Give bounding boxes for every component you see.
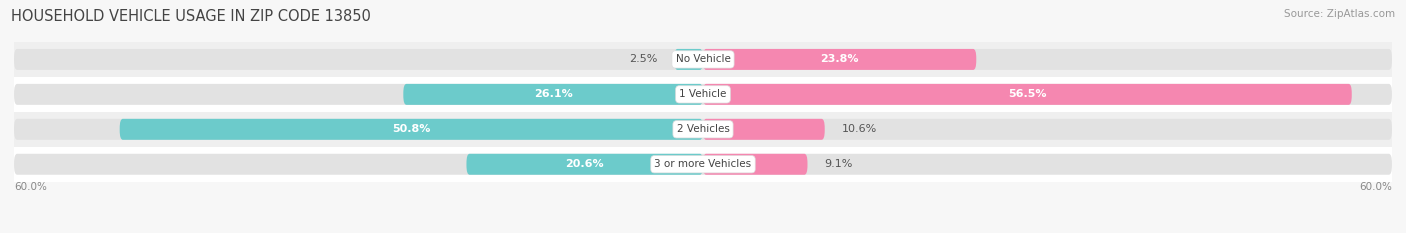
Bar <box>14 147 1392 182</box>
FancyBboxPatch shape <box>467 154 703 175</box>
Text: 2 Vehicles: 2 Vehicles <box>676 124 730 134</box>
Text: 10.6%: 10.6% <box>842 124 877 134</box>
FancyBboxPatch shape <box>14 119 1392 140</box>
Bar <box>14 42 1392 77</box>
Text: 56.5%: 56.5% <box>1008 89 1046 99</box>
Text: 60.0%: 60.0% <box>1360 182 1392 192</box>
FancyBboxPatch shape <box>675 49 703 70</box>
FancyBboxPatch shape <box>703 84 1351 105</box>
Text: 60.0%: 60.0% <box>14 182 46 192</box>
Text: 23.8%: 23.8% <box>820 55 859 64</box>
Text: 2.5%: 2.5% <box>628 55 657 64</box>
FancyBboxPatch shape <box>703 154 807 175</box>
Text: 9.1%: 9.1% <box>825 159 853 169</box>
FancyBboxPatch shape <box>14 154 1392 175</box>
Bar <box>14 77 1392 112</box>
Text: 26.1%: 26.1% <box>534 89 572 99</box>
FancyBboxPatch shape <box>703 49 976 70</box>
Text: 50.8%: 50.8% <box>392 124 430 134</box>
Text: 20.6%: 20.6% <box>565 159 605 169</box>
Text: Source: ZipAtlas.com: Source: ZipAtlas.com <box>1284 9 1395 19</box>
FancyBboxPatch shape <box>703 119 825 140</box>
Text: No Vehicle: No Vehicle <box>675 55 731 64</box>
Text: HOUSEHOLD VEHICLE USAGE IN ZIP CODE 13850: HOUSEHOLD VEHICLE USAGE IN ZIP CODE 1385… <box>11 9 371 24</box>
FancyBboxPatch shape <box>14 84 1392 105</box>
FancyBboxPatch shape <box>120 119 703 140</box>
Bar <box>14 112 1392 147</box>
FancyBboxPatch shape <box>404 84 703 105</box>
Text: 1 Vehicle: 1 Vehicle <box>679 89 727 99</box>
Text: 3 or more Vehicles: 3 or more Vehicles <box>654 159 752 169</box>
FancyBboxPatch shape <box>14 49 1392 70</box>
